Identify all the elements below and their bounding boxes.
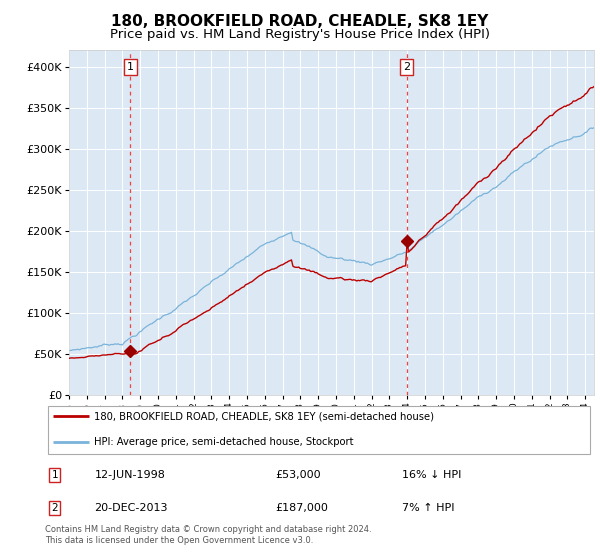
Text: Contains HM Land Registry data © Crown copyright and database right 2024.
This d: Contains HM Land Registry data © Crown c… [45,525,371,545]
Text: 1: 1 [52,470,58,480]
Text: 7% ↑ HPI: 7% ↑ HPI [402,503,454,513]
Text: 1: 1 [127,62,134,72]
Text: HPI: Average price, semi-detached house, Stockport: HPI: Average price, semi-detached house,… [94,436,354,446]
Text: Price paid vs. HM Land Registry's House Price Index (HPI): Price paid vs. HM Land Registry's House … [110,28,490,41]
FancyBboxPatch shape [48,406,590,454]
Text: 2: 2 [52,503,58,513]
Text: 2: 2 [403,62,410,72]
Text: 16% ↓ HPI: 16% ↓ HPI [402,470,461,480]
Text: 12-JUN-1998: 12-JUN-1998 [94,470,165,480]
Text: £53,000: £53,000 [275,470,321,480]
Text: 20-DEC-2013: 20-DEC-2013 [94,503,168,513]
Text: £187,000: £187,000 [275,503,328,513]
Text: 180, BROOKFIELD ROAD, CHEADLE, SK8 1EY (semi-detached house): 180, BROOKFIELD ROAD, CHEADLE, SK8 1EY (… [94,412,434,422]
Text: 180, BROOKFIELD ROAD, CHEADLE, SK8 1EY: 180, BROOKFIELD ROAD, CHEADLE, SK8 1EY [112,14,488,29]
